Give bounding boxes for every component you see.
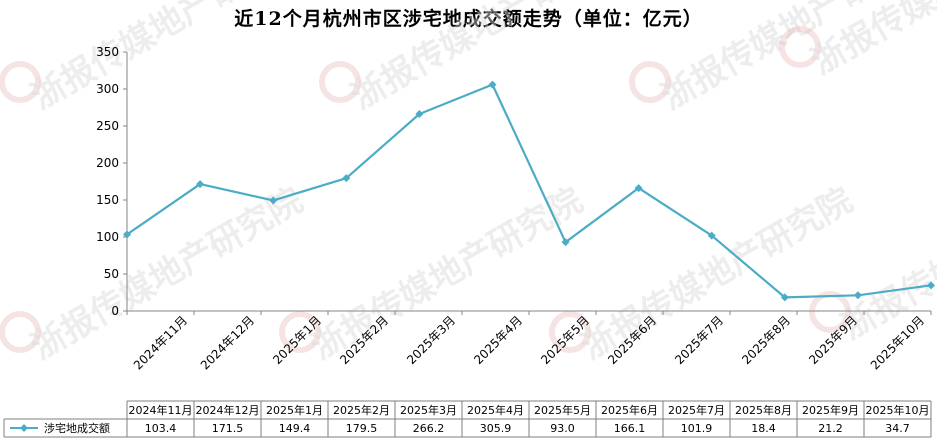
- data-point: [634, 184, 643, 193]
- table-value-cell: 179.5: [346, 422, 378, 435]
- table-value-cell: 103.4: [145, 422, 177, 435]
- watermark-logo: [549, 311, 591, 353]
- x-tick-label: 2024年11月: [131, 313, 190, 372]
- data-point: [415, 110, 424, 119]
- watermark-logo: [319, 61, 361, 103]
- table-value-cell: 21.2: [818, 422, 843, 435]
- data-point: [707, 231, 716, 240]
- y-tick-label: 300: [96, 82, 119, 96]
- table-value-cell: 149.4: [279, 422, 311, 435]
- data-point: [561, 238, 570, 247]
- table-value-cell: 171.5: [212, 422, 244, 435]
- table-header-cell: 2025年1月: [266, 403, 323, 417]
- table-header-cell: 2024年11月: [129, 403, 193, 417]
- y-tick-label: 150: [96, 193, 119, 207]
- watermark-logo: [779, 26, 821, 68]
- y-tick-label: 100: [96, 230, 119, 244]
- table-value-cell: 166.1: [614, 422, 646, 435]
- legend-marker: [20, 424, 28, 432]
- table-header-cell: 2025年6月: [601, 403, 658, 417]
- table-header-cell: 2025年2月: [333, 403, 390, 417]
- table-value-cell: 101.9: [681, 422, 713, 435]
- table-header-cell: 2025年7月: [668, 403, 725, 417]
- watermark-logo: [0, 61, 41, 103]
- table-value-cell: 34.7: [885, 422, 910, 435]
- x-tick-label: 2025年4月: [471, 313, 525, 367]
- data-point: [780, 293, 789, 302]
- data-point: [927, 281, 935, 290]
- watermark-text: 浙报传媒地产研究院: [305, 180, 590, 368]
- table-value-cell: 305.9: [480, 422, 512, 435]
- table-header-cell: 2025年9月: [802, 403, 859, 417]
- watermark-logo: [279, 311, 321, 353]
- table-value-cell: 266.2: [413, 422, 445, 435]
- data-point: [196, 180, 205, 189]
- y-tick-label: 350: [96, 45, 119, 59]
- watermark-text: 浙报传媒地产研究院: [345, 0, 630, 118]
- y-tick-label: 50: [104, 267, 119, 281]
- table-value-cell: 93.0: [550, 422, 575, 435]
- watermark-logo: [0, 311, 41, 353]
- series-line: [126, 83, 932, 299]
- table-header-cell: 2025年5月: [534, 403, 591, 417]
- y-tick-label: 0: [111, 304, 119, 318]
- table-header-cell: 2025年8月: [735, 403, 792, 417]
- chart-title: 近12个月杭州市区涉宅地成交额走势（单位：亿元）: [234, 8, 703, 30]
- table-header-cell: 2025年4月: [467, 403, 524, 417]
- x-tick-label: 2025年3月: [404, 313, 458, 367]
- legend-label: 涉宅地成交额: [44, 421, 110, 435]
- data-point: [488, 80, 497, 89]
- y-tick-label: 250: [96, 119, 119, 133]
- x-tick-label: 2024年12月: [198, 313, 257, 372]
- data-point: [123, 230, 131, 239]
- table-header-cell: 2024年12月: [196, 403, 260, 417]
- x-tick-label: 2025年7月: [672, 313, 726, 367]
- table-header-cell: 2025年3月: [400, 403, 457, 417]
- data-point: [342, 174, 351, 183]
- watermark-logo: [809, 291, 851, 333]
- watermark-text: 浙报传媒地产研究院: [575, 180, 860, 368]
- data-point: [269, 196, 278, 205]
- table-header-cell: 2025年10月: [866, 403, 930, 417]
- x-tick-label: 2025年8月: [739, 313, 793, 367]
- table-value-cell: 18.4: [751, 422, 776, 435]
- watermark-logo: [629, 61, 671, 103]
- data-point: [853, 291, 862, 300]
- y-tick-label: 200: [96, 156, 119, 170]
- watermark-text: 浙报传媒地产研究院: [25, 0, 310, 118]
